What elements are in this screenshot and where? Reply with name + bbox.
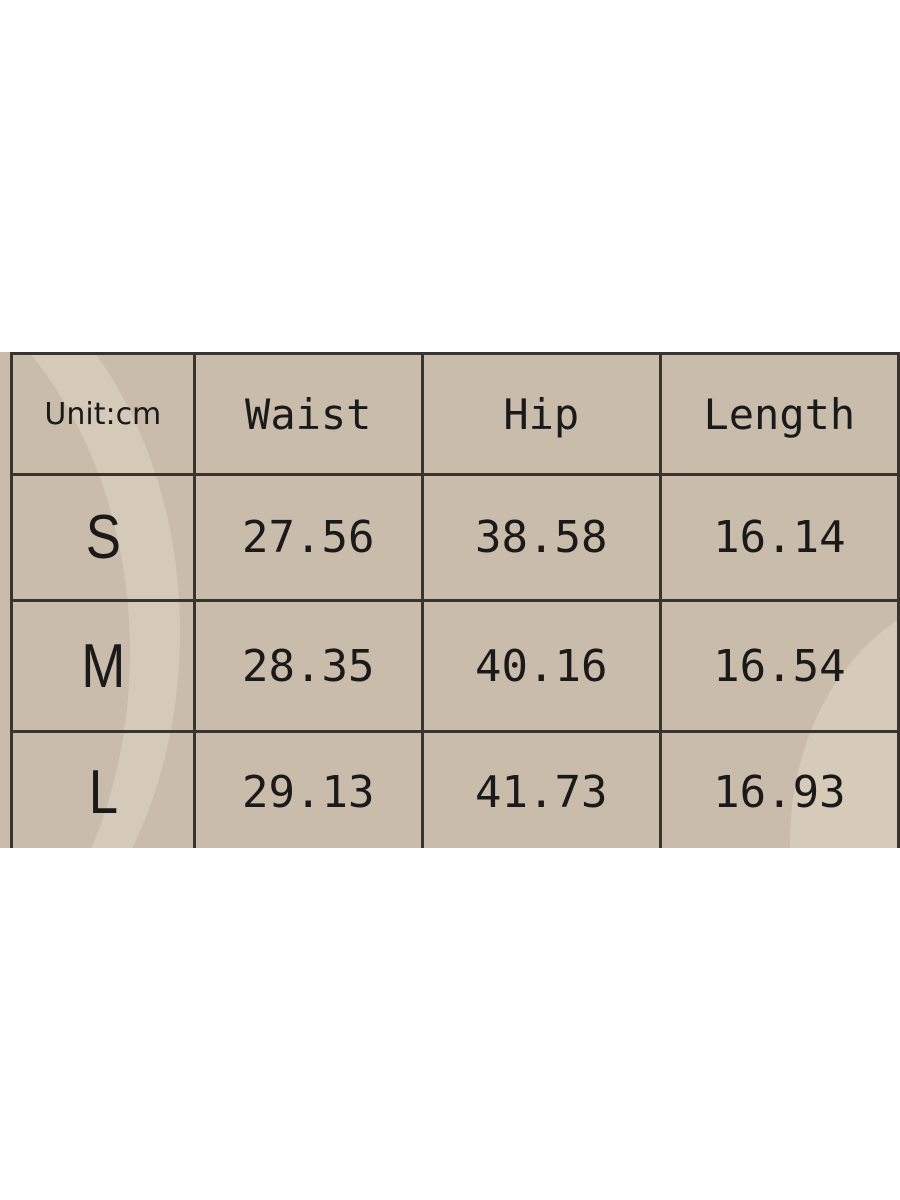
cell-hip: 38.58 — [420, 473, 662, 602]
header-row: Unit:cm Waist Hip Length — [10, 352, 900, 476]
size-label: S — [23, 473, 182, 602]
column-header-hip: Hip — [420, 352, 662, 476]
cell-hip: 41.73 — [420, 730, 662, 848]
cell-waist: 28.35 — [192, 599, 424, 733]
table-row: L 29.13 41.73 16.93 — [12, 730, 900, 848]
size-table: Unit:cm Waist Hip Length S 27.56 38.58 1… — [10, 352, 900, 848]
size-label: L — [23, 730, 182, 848]
table-row: M 28.35 40.16 16.54 — [12, 599, 900, 733]
column-header-waist: Waist — [192, 352, 424, 476]
cell-length: 16.93 — [658, 730, 900, 848]
cell-waist: 29.13 — [192, 730, 424, 848]
column-header-length: Length — [658, 352, 900, 476]
size-chart: Unit:cm Waist Hip Length S 27.56 38.58 1… — [0, 352, 900, 848]
cell-length: 16.54 — [658, 599, 900, 733]
unit-label: Unit:cm — [10, 352, 196, 476]
cell-length: 16.14 — [658, 473, 900, 602]
cell-waist: 27.56 — [192, 473, 424, 602]
size-label: M — [23, 599, 182, 733]
cell-hip: 40.16 — [420, 599, 662, 733]
table-row: S 27.56 38.58 16.14 — [12, 473, 900, 602]
